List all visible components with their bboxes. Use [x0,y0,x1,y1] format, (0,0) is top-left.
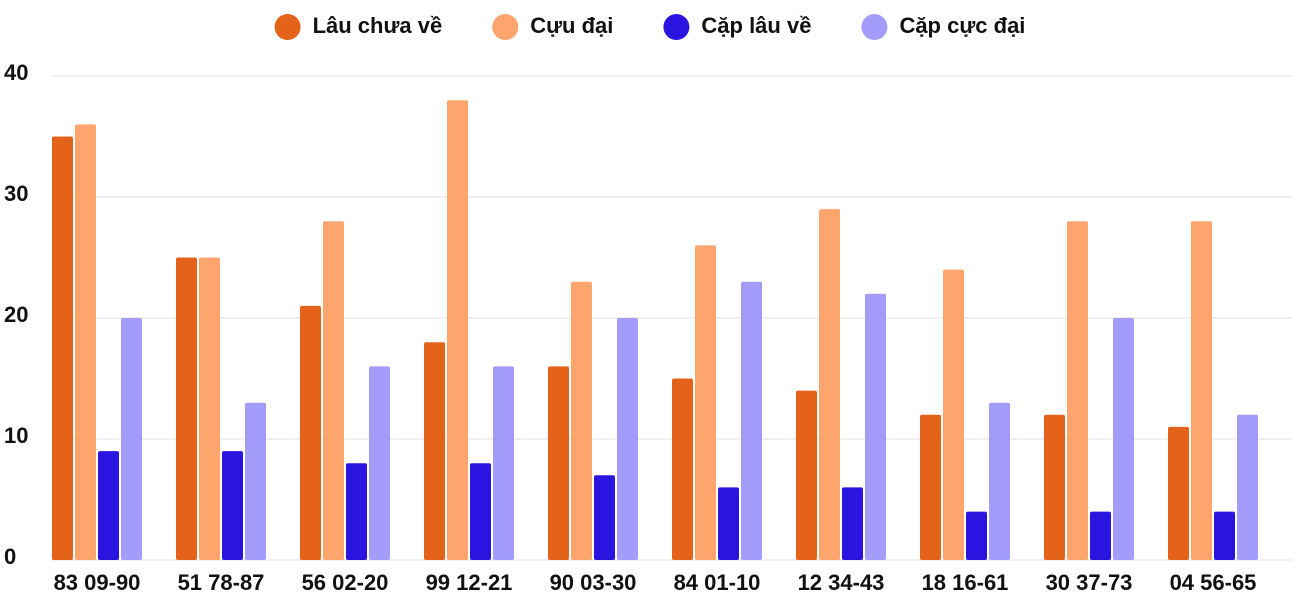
y-tick-label: 0 [4,544,16,569]
bar [424,342,445,560]
bar [718,487,739,560]
bar [121,318,142,560]
bar [989,402,1010,560]
bar [199,257,220,560]
x-tick-label: 56 02-20 [302,570,389,595]
bar [617,318,638,560]
x-tick-label: 83 09-90 [54,570,141,595]
legend-swatch [663,14,690,40]
legend-item: Cặp cực đại [861,13,1025,40]
legend-item: Cựu đại [492,13,613,40]
bar [493,366,514,560]
bar [594,475,615,560]
legend-label: Cặp cực đại [899,13,1025,38]
x-tick-label: 51 78-87 [178,570,265,595]
legend-item: Lâu chưa về [274,13,443,40]
legend-label: Cựu đại [530,13,613,38]
bar [1237,414,1258,560]
bar [1090,511,1111,560]
bar [447,100,468,560]
x-tick-label: 84 01-10 [674,570,761,595]
legend-swatch [861,14,888,40]
bar [323,221,344,560]
bar [1044,414,1065,560]
x-tick-label: 30 37-73 [1046,570,1133,595]
x-tick-label: 12 34-43 [798,570,885,595]
bar [1113,318,1134,560]
y-tick-label: 40 [4,60,28,85]
bar [1168,426,1189,560]
bar [470,463,491,560]
bar [695,245,716,560]
bar [75,124,96,561]
bar [819,209,840,560]
bar [920,414,941,560]
x-tick-label: 18 16-61 [922,570,1009,595]
x-tick-label: 04 56-65 [1170,570,1257,595]
bar [571,281,592,560]
legend-swatch [492,14,519,40]
bar [548,366,569,560]
x-tick-label: 90 03-30 [550,570,637,595]
legend-label: Cặp lâu về [701,13,811,38]
y-tick-label: 10 [4,423,28,448]
bar [966,511,987,560]
bar [52,136,73,560]
bar [369,366,390,560]
bar [300,305,321,560]
bar [98,451,119,560]
bar [672,378,693,560]
bar [741,281,762,560]
y-tick-label: 30 [4,181,28,206]
bar [1191,221,1212,560]
bar [176,257,197,560]
legend-label: Lâu chưa về [313,13,443,38]
bar [1067,221,1088,560]
bar [842,487,863,560]
bar [1214,511,1235,560]
bar [245,402,266,560]
bar [943,269,964,560]
legend-swatch [274,14,301,40]
legend-item: Cặp lâu về [663,13,811,40]
bar [222,451,243,560]
y-tick-label: 20 [4,302,28,327]
x-tick-label: 99 12-21 [426,570,513,595]
bar [796,390,817,560]
bar [865,293,886,560]
bar [346,463,367,560]
